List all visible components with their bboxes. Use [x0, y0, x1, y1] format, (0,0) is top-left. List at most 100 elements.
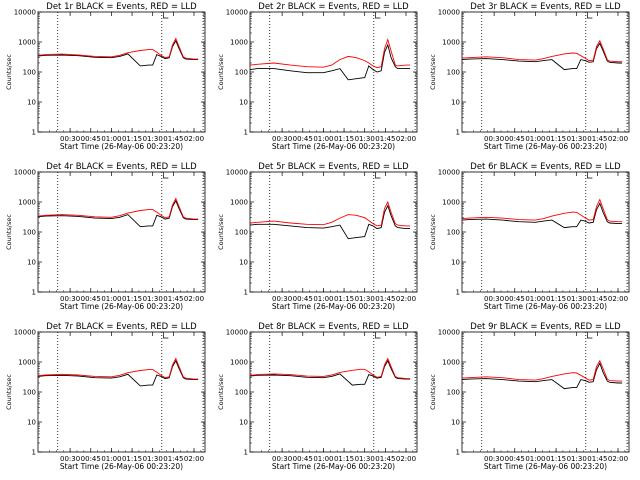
interval-marker	[587, 332, 593, 339]
x-tick-label: 01:00	[525, 295, 545, 303]
plot-panel: Det 9r BLACK = Events, RED = LLD 1 10 100 10…	[429, 322, 630, 471]
series-line-lld	[37, 37, 199, 60]
x-tick-label: 01:30	[143, 295, 163, 303]
y-tick-label: 10	[451, 419, 460, 427]
y-tick-label: 100	[447, 69, 460, 77]
y-tick-label: 10	[451, 259, 460, 267]
x-tick-label: 00:45	[293, 135, 313, 143]
y-tick-label: 1000	[442, 39, 460, 47]
y-tick-label: 1000	[18, 199, 36, 207]
plot-panel: Det 2r BLACK = Events, RED = LLD 1 10 100 10…	[217, 2, 418, 151]
plot-frame	[461, 11, 630, 133]
x-tick-label: 01:15	[122, 295, 142, 303]
series-line-events	[461, 362, 623, 390]
x-tick-label: 00:45	[81, 295, 101, 303]
plot-title: Det 9r BLACK = Events, RED = LLD	[470, 322, 621, 332]
interval-marker	[375, 12, 381, 19]
y-tick-label: 1	[456, 289, 460, 297]
x-tick-label: 01:30	[355, 135, 375, 143]
series-line-events	[249, 359, 411, 386]
x-tick-label: 01:15	[546, 455, 566, 463]
x-tick-label: 01:00	[525, 455, 545, 463]
x-tick-label: 01:30	[567, 455, 587, 463]
interval-marker	[587, 12, 593, 19]
x-axis-label: Start Time (26-May-06 00:23:20)	[484, 462, 607, 471]
series-line-events	[37, 359, 199, 387]
x-axis-label: Start Time (26-May-06 00:23:20)	[60, 302, 183, 311]
plot-title: Det 1r BLACK = Events, RED = LLD	[46, 2, 197, 12]
x-tick-label: 01:30	[567, 135, 587, 143]
x-tick-label: 00:30	[272, 455, 292, 463]
plot-panel: Det 4r BLACK = Events, RED = LLD 1 10 100 10…	[5, 162, 206, 311]
x-tick-label: 01:00	[313, 455, 333, 463]
y-tick-label: 100	[235, 229, 248, 237]
x-tick-label: 02:00	[396, 295, 416, 303]
x-axis-label: Start Time (26-May-06 00:23:20)	[60, 142, 183, 151]
y-axis-label: Counts/sec	[429, 214, 437, 250]
plot-title: Det 6r BLACK = Events, RED = LLD	[470, 162, 621, 172]
y-tick-label: 10000	[226, 329, 248, 337]
y-tick-label: 1000	[442, 359, 460, 367]
x-tick-label: 01:15	[546, 135, 566, 143]
y-tick-label: 10000	[226, 9, 248, 17]
y-tick-label: 10000	[226, 169, 248, 177]
x-tick-label: 00:45	[81, 135, 101, 143]
x-tick-label: 01:30	[567, 295, 587, 303]
series-line-lld	[461, 359, 623, 382]
x-tick-label: 01:15	[546, 295, 566, 303]
x-tick-label: 01:15	[122, 135, 142, 143]
x-tick-label: 00:30	[484, 455, 504, 463]
y-tick-label: 100	[23, 229, 36, 237]
y-tick-label: 10	[239, 259, 248, 267]
interval-marker	[587, 172, 593, 179]
y-axis-label: Counts/sec	[217, 54, 225, 90]
y-tick-label: 10000	[14, 329, 36, 337]
y-tick-label: 100	[235, 69, 248, 77]
x-tick-label: 01:00	[101, 135, 121, 143]
y-axis-label: Counts/sec	[217, 214, 225, 250]
y-tick-label: 1000	[230, 39, 248, 47]
y-tick-label: 10000	[438, 9, 460, 17]
y-tick-label: 10	[27, 99, 36, 107]
x-tick-label: 00:45	[505, 455, 525, 463]
x-tick-label: 01:45	[375, 295, 395, 303]
x-tick-label: 01:45	[587, 135, 607, 143]
x-tick-label: 01:30	[355, 295, 375, 303]
x-tick-label: 02:00	[184, 455, 204, 463]
y-tick-label: 1000	[18, 39, 36, 47]
plot-frame	[37, 171, 206, 293]
x-tick-label: 02:00	[608, 455, 628, 463]
y-tick-label: 10	[451, 99, 460, 107]
y-tick-label: 1	[32, 449, 36, 457]
x-tick-label: 02:00	[184, 295, 204, 303]
plot-title: Det 8r BLACK = Events, RED = LLD	[258, 322, 409, 332]
y-tick-label: 100	[447, 229, 460, 237]
x-tick-label: 01:45	[587, 295, 607, 303]
x-tick-label: 01:45	[163, 455, 183, 463]
y-tick-label: 10000	[438, 329, 460, 337]
plot-title: Det 5r BLACK = Events, RED = LLD	[258, 162, 409, 172]
y-tick-label: 100	[23, 69, 36, 77]
y-tick-label: 1	[244, 129, 248, 137]
plot-panel: Det 1r BLACK = Events, RED = LLD 1 10 100 10…	[5, 2, 206, 151]
x-tick-label: 00:30	[272, 295, 292, 303]
interval-marker	[163, 332, 169, 339]
plot-frame	[249, 11, 418, 133]
x-tick-label: 01:30	[355, 455, 375, 463]
x-tick-label: 01:00	[525, 135, 545, 143]
y-tick-label: 10000	[438, 169, 460, 177]
y-axis-label: Counts/sec	[5, 54, 13, 90]
y-axis-label: Counts/sec	[429, 374, 437, 410]
y-axis-label: Counts/sec	[5, 214, 13, 250]
y-tick-label: 100	[447, 389, 460, 397]
x-tick-label: 00:30	[484, 135, 504, 143]
y-tick-label: 10	[239, 419, 248, 427]
x-tick-label: 00:45	[293, 455, 313, 463]
plot-title: Det 7r BLACK = Events, RED = LLD	[46, 322, 197, 332]
plot-panel: Det 8r BLACK = Events, RED = LLD 1 10 100 10…	[217, 322, 418, 471]
y-tick-label: 100	[23, 389, 36, 397]
x-tick-label: 01:45	[375, 455, 395, 463]
y-tick-label: 10	[239, 99, 248, 107]
y-axis-label: Counts/sec	[429, 54, 437, 90]
series-line-events	[37, 199, 199, 228]
